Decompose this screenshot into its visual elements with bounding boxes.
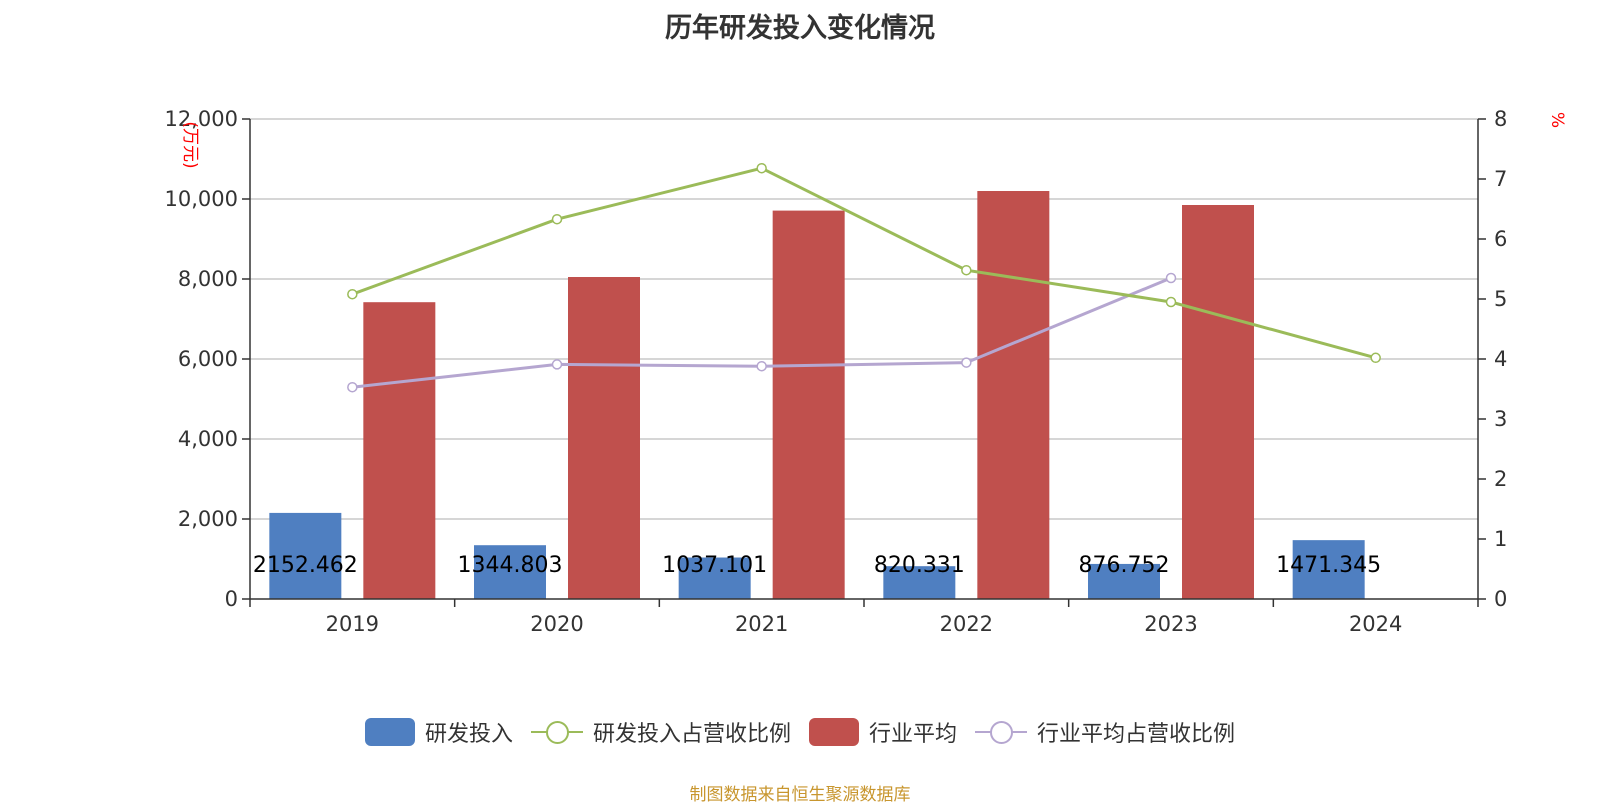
legend-item-rd-ratio[interactable]: 研发投入占营收比例 — [530, 716, 791, 748]
x-tick-label: 2024 — [1349, 612, 1402, 636]
y-right-tick-label: 3 — [1494, 407, 1507, 431]
point-rd-ratio — [551, 213, 563, 225]
data-label-rd-investment: 1471.345 — [1276, 553, 1381, 578]
y-right-tick-label: 5 — [1494, 287, 1507, 311]
y-right-tick-label: 8 — [1494, 107, 1507, 131]
x-tick-label: 2020 — [530, 612, 583, 636]
data-source-note: 制图数据来自恒生聚源数据库 — [689, 785, 911, 805]
data-labels: 2152.462 1344.803 1037.101 820.331 876.752 14… — [253, 553, 1381, 578]
bar-industry-average — [772, 210, 845, 599]
x-tick-label: 2019 — [326, 612, 379, 636]
y-left-tick-label: 4,000 — [178, 427, 238, 451]
legend-item-rd-investment[interactable]: 研发投入 — [364, 716, 513, 748]
legend-swatch-industry-average — [809, 718, 859, 746]
legend-label-industry-average: 行业平均 — [869, 722, 958, 747]
point-rd-ratio — [347, 288, 358, 300]
legend: 研发投入 研发投入占营收比例 行业平均 行业平均占营收比例 — [0, 716, 1600, 748]
legend-label-industry-ratio: 行业平均占营收比例 — [1037, 722, 1236, 747]
bar-rd-investment — [1292, 540, 1365, 599]
legend-label-rd-investment: 研发投入 — [424, 722, 513, 747]
legend-label-rd-ratio: 研发投入占营收比例 — [592, 722, 791, 747]
bar-rd-investment — [883, 566, 956, 599]
data-label-rd-investment: 1344.803 — [458, 553, 563, 578]
y-left-tick-label: 12,000 — [165, 107, 238, 131]
chart-title: 历年研发投入变化情况 — [665, 13, 935, 44]
left-axis-unit: (万元) — [180, 121, 200, 168]
legend-swatch-industry-ratio — [975, 718, 1028, 746]
data-label-rd-investment: 876.752 — [1079, 553, 1170, 578]
bar-rd-investment — [1088, 563, 1160, 599]
point-industry-ratio — [756, 360, 767, 372]
legend-item-industry-average[interactable]: 行业平均 — [809, 716, 957, 748]
point-rd-ratio — [1370, 352, 1381, 364]
line-rd-ratio — [351, 166, 1377, 360]
bar-industry-average — [568, 277, 640, 599]
y-left-tick-label: 10,000 — [165, 187, 238, 211]
lines — [347, 162, 1381, 393]
bars — [269, 191, 1365, 599]
y-right-tick-label: 6 — [1494, 227, 1507, 251]
x-tick-label: 2023 — [1144, 612, 1197, 636]
point-industry-ratio — [551, 359, 563, 370]
bar-rd-investment — [678, 557, 751, 599]
y-right-tick-label: 7 — [1494, 167, 1507, 191]
point-industry-ratio — [347, 381, 358, 393]
y-left-tick-label: 6,000 — [178, 347, 238, 371]
y-left-tick-label: 2,000 — [178, 507, 238, 531]
legend-item-industry-ratio[interactable]: 行业平均占营收比例 — [975, 716, 1235, 748]
right-axis-unit: % — [1547, 112, 1567, 128]
bar-industry-average — [977, 191, 1050, 599]
bar-industry-average — [1182, 205, 1254, 599]
bar-industry-average — [363, 302, 436, 599]
x-tick-label: 2021 — [735, 612, 788, 636]
data-label-rd-investment: 2152.462 — [253, 553, 358, 578]
legend-swatch-rd-ratio — [530, 718, 583, 746]
data-label-rd-investment: 820.331 — [874, 553, 965, 578]
y-right-tick-label: 4 — [1494, 347, 1507, 371]
point-rd-ratio — [756, 162, 767, 174]
y-left-tick-label: 0 — [225, 587, 238, 611]
data-label-rd-investment: 1037.101 — [662, 553, 767, 578]
point-industry-ratio — [1165, 272, 1177, 284]
y-right-tick-label: 1 — [1494, 527, 1507, 551]
bar-rd-investment — [474, 545, 546, 599]
legend-swatch-rd-investment — [364, 718, 415, 746]
point-rd-ratio — [1165, 296, 1177, 308]
point-industry-ratio — [961, 357, 972, 368]
axes: 0 2,000 4,000 6,000 8,000 10,000 12,000 0 1 2 3 4 5 6… — [165, 107, 1508, 636]
y-left-tick-label: 8,000 — [178, 267, 238, 291]
y-right-tick-label: 2 — [1494, 467, 1507, 491]
gridlines — [250, 118, 1478, 520]
bar-rd-investment — [269, 512, 342, 599]
x-tick-label: 2022 — [940, 612, 993, 636]
point-rd-ratio — [961, 264, 972, 276]
y-right-tick-label: 0 — [1494, 587, 1507, 611]
